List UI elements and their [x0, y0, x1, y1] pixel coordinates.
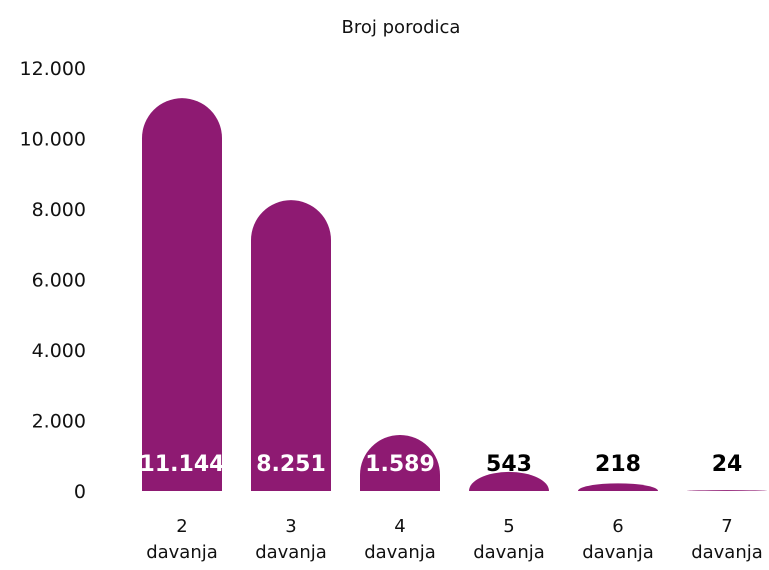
x-tick-label: 3: [285, 516, 296, 537]
bar: [360, 434, 440, 491]
bar-value-label: 543: [486, 452, 532, 477]
y-tick-label: 6.000: [32, 270, 86, 292]
x-tick-label: 7: [721, 516, 732, 537]
bar-value-label: 8.251: [256, 452, 326, 477]
x-tick-label: 4: [394, 516, 405, 537]
bar: [142, 98, 222, 491]
y-tick-label: 0: [74, 481, 86, 503]
x-tick-label: 2: [176, 516, 187, 537]
x-tick-label: 5: [503, 516, 514, 537]
x-axis: 2 davanja 3 davanja 4 davanja 5 davanja 6 davanja…: [146, 516, 763, 563]
bar: [687, 490, 767, 492]
chart-title: Broj porodica: [342, 17, 461, 38]
x-tick-label: davanja: [364, 542, 436, 563]
x-tick-label: davanja: [146, 542, 218, 563]
y-tick-label: 8.000: [32, 199, 86, 221]
x-tick-label: davanja: [473, 542, 545, 563]
bar-value-label: 1.589: [365, 452, 435, 477]
x-tick-label: davanja: [691, 542, 763, 563]
y-tick-label: 10.000: [20, 129, 86, 151]
bar-value-label: 218: [595, 452, 641, 477]
bar-value-label: 24: [712, 452, 743, 477]
x-tick-label: 6: [612, 516, 623, 537]
y-axis: 0 2.000 4.000 6.000 8.000 10.000 12.000: [20, 58, 86, 503]
bars: 11.144 8.251 1.589 543 218 24: [140, 98, 767, 492]
bar-value-label: 11.144: [140, 452, 225, 477]
y-tick-label: 2.000: [32, 411, 86, 433]
bar: [251, 200, 331, 491]
bar: [578, 483, 658, 491]
y-tick-label: 12.000: [20, 58, 86, 80]
bar: [469, 471, 549, 491]
x-tick-label: davanja: [582, 542, 654, 563]
x-tick-label: davanja: [255, 542, 327, 563]
y-tick-label: 4.000: [32, 340, 86, 362]
